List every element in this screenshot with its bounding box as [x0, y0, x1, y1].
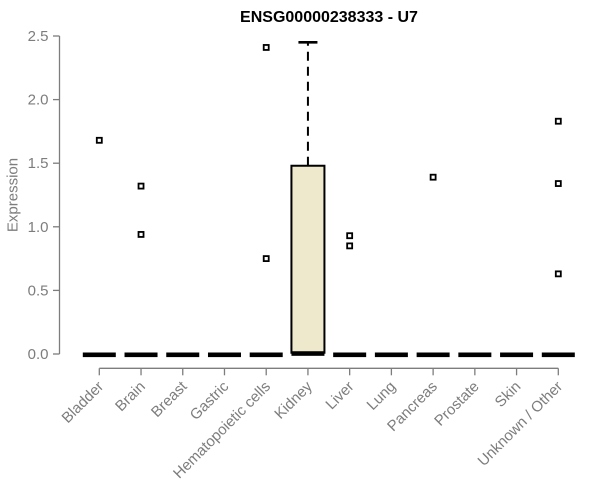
median-bar [500, 352, 534, 358]
outlier-point [262, 255, 270, 263]
y-tick-label: 1.0 [28, 219, 49, 236]
median-bar [249, 352, 283, 358]
outlier-point [346, 232, 354, 240]
median-bar [207, 352, 241, 358]
x-tick-label: Kidney [271, 378, 316, 423]
outlier-point [137, 231, 145, 238]
median-bar [291, 351, 325, 356]
chart-title: ENSG00000238333 - U7 [240, 9, 418, 26]
y-axis-label: Expression [4, 157, 22, 233]
x-tick-label: Brain [112, 378, 149, 415]
outlier-point [137, 182, 145, 190]
median-bar [541, 352, 575, 358]
y-tick-label: 0.5 [28, 282, 49, 299]
median-bar [458, 352, 492, 358]
y-tick-label: 1.5 [28, 155, 49, 172]
x-tick-label: Prostate [431, 378, 483, 430]
outlier-point [554, 117, 562, 125]
y-tick-label: 2.0 [28, 92, 49, 109]
outlier-point [554, 180, 562, 187]
x-tick-label: Skin [492, 378, 525, 411]
median-bar [124, 352, 158, 358]
outlier-point [554, 270, 562, 278]
box-kidney [290, 164, 326, 354]
y-tick-label: 2.5 [28, 28, 49, 45]
x-tick-label: Breast [148, 378, 191, 421]
outlier-point [262, 44, 270, 51]
median-bar [333, 352, 367, 358]
x-tick-label: Bladder [59, 378, 108, 427]
x-tick-label: Liver [322, 378, 357, 413]
x-tick-label: Lung [364, 378, 400, 414]
median-bar [166, 352, 200, 358]
outlier-point [346, 242, 354, 250]
median-bar [416, 352, 450, 358]
y-tick-label: 0.0 [28, 346, 49, 363]
median-bar [82, 352, 116, 358]
outlier-point [429, 173, 437, 181]
outlier-point [95, 136, 103, 144]
median-bar [374, 352, 408, 358]
